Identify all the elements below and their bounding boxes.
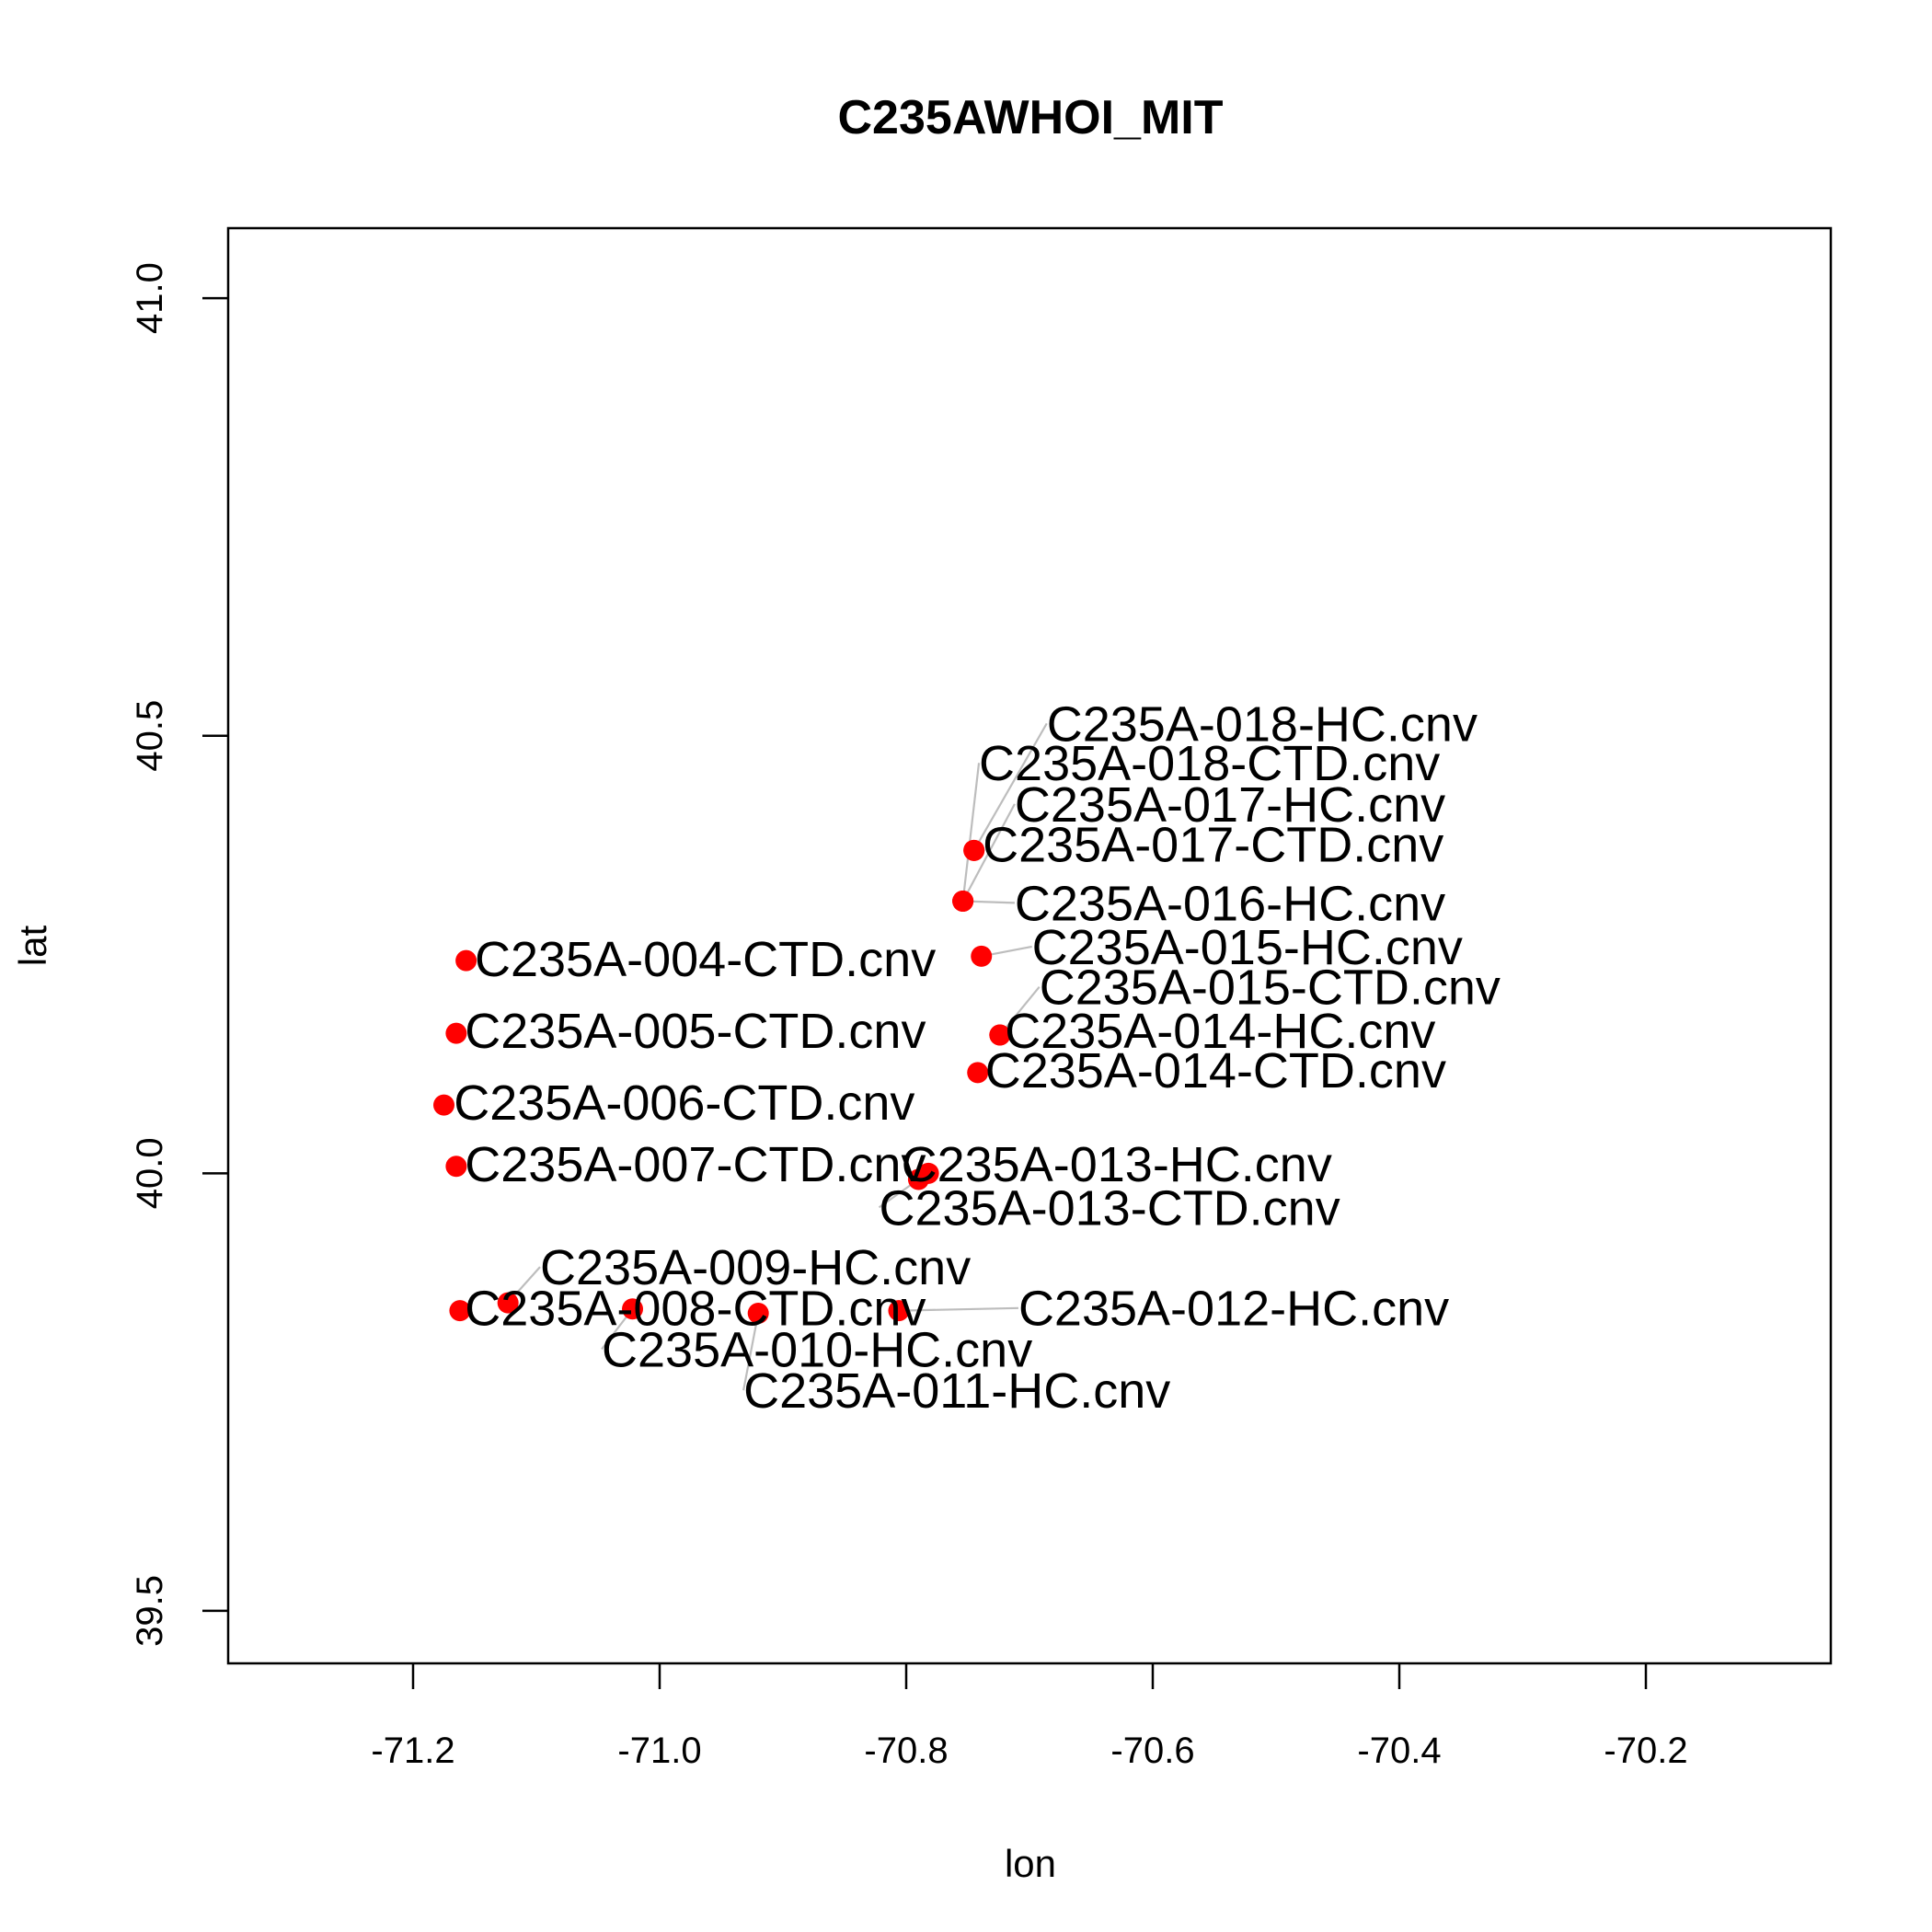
point-label: C235A-013-CTD.cnv: [880, 1180, 1340, 1236]
chart-title: C235AWHOI_MIT: [838, 91, 1224, 144]
point-label: C235A-018-CTD.cnv: [979, 736, 1440, 791]
y-tick-label: 41.0: [130, 262, 170, 334]
data-point: [747, 1303, 769, 1325]
x-tick-label: -71.0: [617, 1731, 701, 1771]
data-point: [497, 1292, 519, 1314]
leader-line: [961, 763, 981, 902]
x-tick-label: -70.2: [1604, 1731, 1687, 1771]
y-axis: 39.5 40.0 40.5 41.0: [130, 262, 228, 1647]
point-label: C235A-011-HC.cnv: [743, 1363, 1170, 1419]
y-tick-label: 39.5: [130, 1575, 170, 1647]
x-tick-label: -70.4: [1357, 1731, 1441, 1771]
data-point: [963, 839, 985, 861]
point-label: C235A-016-HC.cnv: [1015, 876, 1445, 931]
point-label: C235A-017-HC.cnv: [1015, 777, 1445, 833]
x-tick-label: -70.6: [1110, 1731, 1194, 1771]
data-point: [952, 890, 974, 912]
point-label: C235A-014-HC.cnv: [1005, 1004, 1435, 1059]
data-point: [888, 1300, 910, 1322]
point-label: C235A-014-CTD.cnv: [985, 1043, 1446, 1098]
plot-frame: [226, 226, 1833, 1665]
x-axis-label: lon: [1005, 1842, 1056, 1885]
point-label: C235A-013-HC.cnv: [902, 1137, 1332, 1192]
point-label: C235A-005-CTD.cnv: [465, 1004, 926, 1059]
data-points: [433, 839, 1011, 1325]
leader-line: [742, 1313, 760, 1391]
leader-line: [961, 803, 1016, 903]
x-axis: -71.2 -71.0 -70.8 -70.6 -70.4 -70.2: [371, 1663, 1688, 1771]
point-label: C235A-015-CTD.cnv: [1040, 960, 1501, 1016]
data-point: [989, 1024, 1011, 1046]
x-tick-label: -70.8: [864, 1731, 948, 1771]
point-label: C235A-012-HC.cnv: [1018, 1282, 1449, 1337]
data-point: [971, 945, 993, 967]
y-tick-label: 40.0: [130, 1137, 170, 1209]
data-point: [622, 1298, 644, 1320]
x-tick-label: -71.2: [371, 1731, 454, 1771]
leader-line: [972, 722, 1048, 851]
data-point: [449, 1300, 471, 1322]
point-label: C235A-015-HC.cnv: [1032, 920, 1463, 975]
data-point: [967, 1062, 989, 1084]
point-label: C235A-009-HC.cnv: [540, 1240, 971, 1295]
point-label: C235A-007-CTD.cnv: [465, 1137, 926, 1192]
data-point: [433, 1094, 454, 1116]
point-label: C235A-010-HC.cnv: [602, 1322, 1032, 1377]
leader-line: [898, 1306, 1018, 1312]
point-label: C235A-004-CTD.cnv: [475, 932, 936, 987]
point-label: C235A-006-CTD.cnv: [454, 1075, 914, 1131]
y-tick-label: 40.5: [130, 700, 170, 772]
data-point: [445, 1022, 467, 1044]
point-label: C235A-018-HC.cnv: [1047, 696, 1478, 752]
point-labels: C235A-004-CTD.cnv C235A-005-CTD.cnv C235A-…: [454, 696, 1501, 1419]
data-point: [455, 949, 477, 972]
data-point: [445, 1156, 467, 1178]
point-label: C235A-008-CTD.cnv: [465, 1282, 926, 1337]
point-label: C235A-017-CTD.cnv: [983, 818, 1443, 873]
data-point: [907, 1168, 929, 1190]
y-axis-label: lat: [11, 925, 54, 966]
